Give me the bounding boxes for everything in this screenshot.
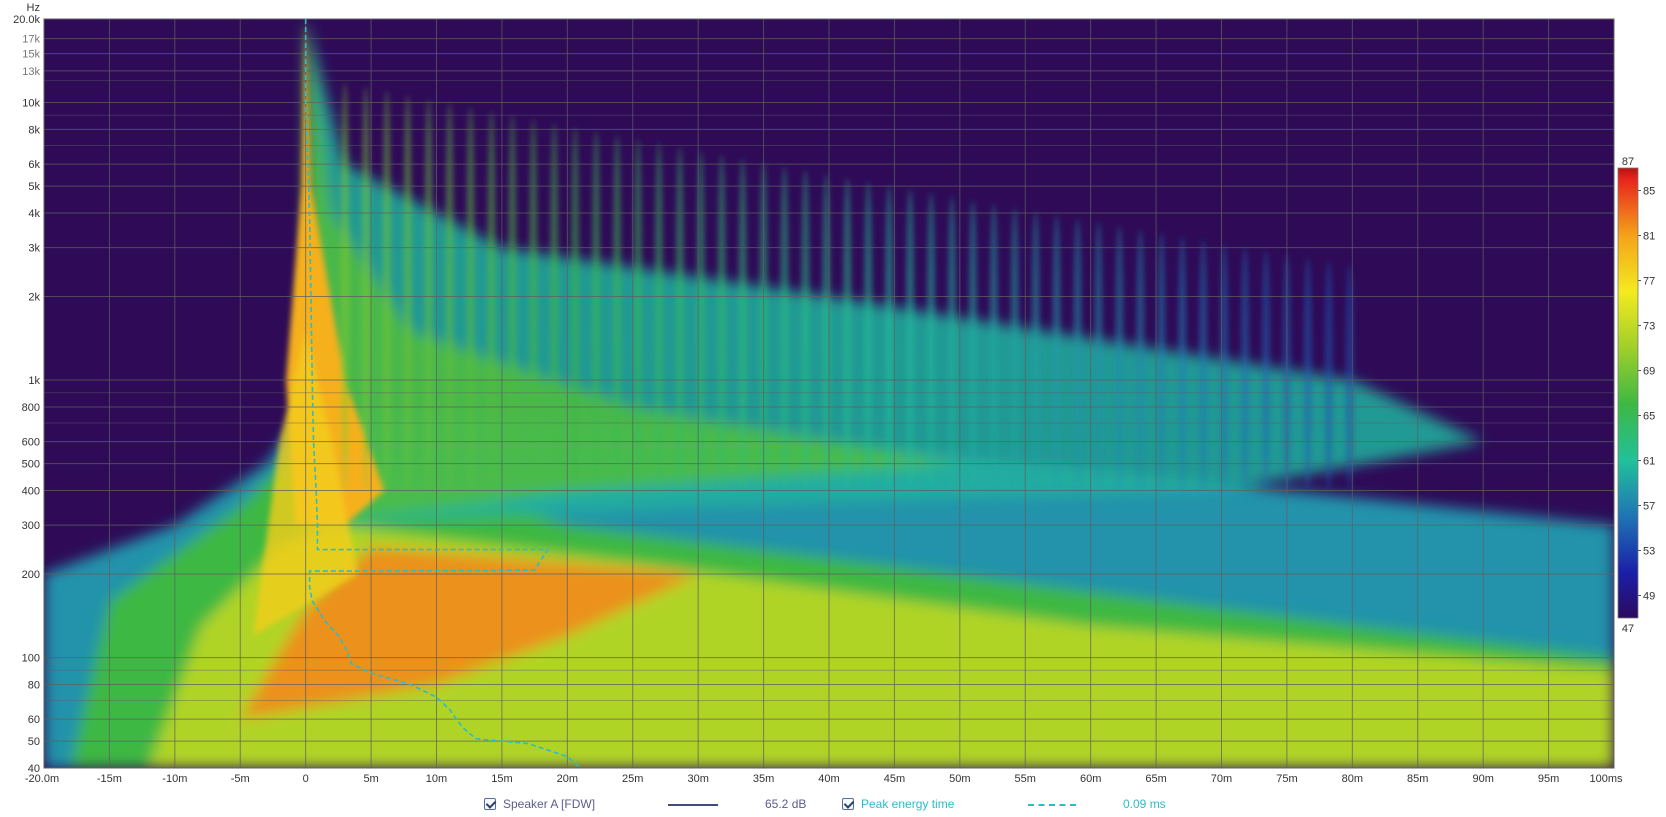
x-tick-label: 0	[303, 773, 309, 785]
x-tick-label: -10m	[162, 773, 187, 785]
y-tick-label: 17k	[22, 34, 40, 46]
x-tick-label: 85m	[1407, 773, 1428, 785]
colorbar-tick-label: 65	[1643, 411, 1655, 423]
y-tick-label: 400	[22, 485, 40, 497]
colorbar-tick-label: 77	[1643, 276, 1655, 288]
y-tick-label: 60	[28, 714, 40, 726]
x-tick-label: 100ms	[1589, 773, 1623, 785]
colorbar-max-label: 87	[1622, 156, 1634, 168]
x-tick-label: 45m	[884, 773, 905, 785]
colorbar-gradient	[1617, 167, 1639, 619]
peak-energy-time-curve	[304, 19, 581, 768]
y-axis-unit-label: Hz	[27, 2, 40, 14]
colorbar-tick-label: 73	[1643, 321, 1655, 333]
peak-energy-line-swatch	[1028, 804, 1076, 806]
y-tick-label: 500	[22, 459, 40, 471]
colorbar-min-label: 47	[1622, 623, 1634, 635]
peak-energy-layer	[304, 19, 581, 768]
x-tick-label: 80m	[1342, 773, 1363, 785]
y-tick-label: 10k	[22, 98, 40, 110]
x-tick-label: 40m	[818, 773, 839, 785]
peak-energy-value: 0.09 ms	[1123, 797, 1166, 811]
colorbar-tick-label: 69	[1643, 366, 1655, 378]
y-tick-label: 600	[22, 437, 40, 449]
y-tick-label: 6k	[28, 159, 40, 171]
x-tick-label: 30m	[687, 773, 708, 785]
colorbar-tick-label: 85	[1643, 186, 1655, 198]
x-tick-label: 15m	[491, 773, 512, 785]
y-tick-label: 50	[28, 736, 40, 748]
x-tick-label: 50m	[949, 773, 970, 785]
y-tick-label: 800	[22, 402, 40, 414]
y-tick-label: 200	[22, 569, 40, 581]
x-tick-label: 65m	[1145, 773, 1166, 785]
legend: Speaker A [FDW] 65.2 dB Peak energy time…	[0, 796, 1666, 816]
y-tick-label: 2k	[28, 292, 40, 304]
x-tick-label: 35m	[753, 773, 774, 785]
x-tick-label: -15m	[97, 773, 122, 785]
colorbar-tick-label: 81	[1643, 231, 1655, 243]
peak-energy-checkbox[interactable]	[842, 798, 854, 810]
colorbar-tick-label: 53	[1643, 546, 1655, 558]
y-tick-label: 8k	[28, 124, 40, 136]
x-axis-ticks: -20.0m -15m -10m -5m 0 5m 10m 15m 20m 25m 30m 35m 40…	[25, 773, 1623, 785]
y-tick-label: 3k	[28, 243, 40, 255]
x-tick-label: 70m	[1211, 773, 1232, 785]
x-tick-label: 60m	[1080, 773, 1101, 785]
colorbar-tick-label: 49	[1643, 591, 1655, 603]
y-tick-label: 13k	[22, 66, 40, 78]
x-tick-label: 95m	[1538, 773, 1559, 785]
x-tick-label: -5m	[231, 773, 250, 785]
y-tick-label: 40	[28, 763, 40, 775]
x-tick-label: 25m	[622, 773, 643, 785]
colorbar: 87 47 85 81 77 73 69 65 61 57 53 49	[1617, 156, 1655, 635]
x-tick-label: 75m	[1276, 773, 1297, 785]
x-tick-label: 20m	[557, 773, 578, 785]
x-tick-label: 5m	[363, 773, 378, 785]
x-tick-label: 55m	[1015, 773, 1036, 785]
y-tick-label: 4k	[28, 208, 40, 220]
x-tick-label: -20.0m	[25, 773, 59, 785]
x-tick-label: 90m	[1472, 773, 1493, 785]
peak-energy-label: Peak energy time	[861, 797, 955, 811]
y-tick-label: 15k	[22, 49, 40, 61]
y-tick-label: 20.0k	[13, 14, 40, 26]
y-axis-ticks: 20.0k 17k 15k 13k 10k 8k 6k 5k 4k 3k 2k 1k 800 600 500…	[13, 14, 40, 775]
colorbar-tick-label: 57	[1643, 501, 1655, 513]
y-tick-label: 80	[28, 679, 40, 691]
y-tick-label: 5k	[28, 181, 40, 193]
x-tick-label: 10m	[426, 773, 447, 785]
grid-lines	[43, 18, 1615, 769]
speaker-a-checkbox[interactable]	[484, 798, 496, 810]
y-tick-label: 100	[22, 653, 40, 665]
spectrogram-chart[interactable]: -20.0m -15m -10m -5m 0 5m 10m 15m 20m 25m 30m 35m 40…	[0, 0, 1666, 795]
speaker-a-label: Speaker A [FDW]	[503, 797, 596, 811]
y-tick-label: 300	[22, 520, 40, 532]
y-tick-label: 1k	[28, 375, 40, 387]
colorbar-tick-label: 61	[1643, 456, 1655, 468]
speaker-a-line-swatch	[668, 804, 718, 806]
speaker-a-value: 65.2 dB	[765, 797, 807, 811]
